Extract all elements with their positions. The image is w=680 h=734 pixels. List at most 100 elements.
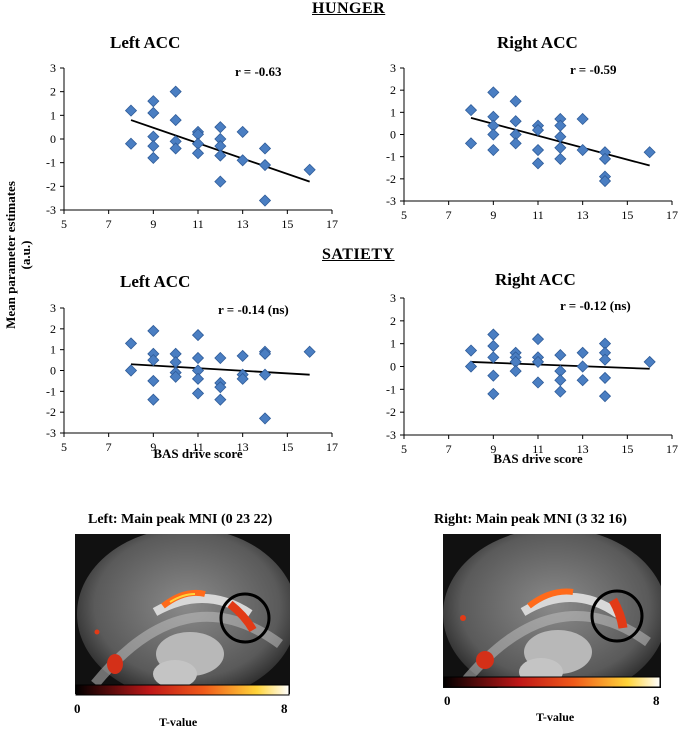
data-point xyxy=(643,146,656,159)
x-tick-label: 9 xyxy=(490,442,496,456)
data-point xyxy=(531,124,545,137)
x-tick-label: 11 xyxy=(532,208,544,222)
data-point xyxy=(124,364,138,377)
brain-panel-right-title: Right: Main peak MNI (3 32 16) xyxy=(434,512,627,527)
data-point xyxy=(576,374,589,387)
data-point xyxy=(124,137,138,150)
correlation-annotation: r = -0.59 xyxy=(570,62,617,77)
x-tick-label: 15 xyxy=(621,208,633,222)
data-point xyxy=(258,142,272,155)
data-point xyxy=(576,346,589,359)
data-point xyxy=(258,158,272,172)
section-title-satiety: SATIETY xyxy=(322,246,395,263)
data-point xyxy=(191,372,205,385)
data-point xyxy=(191,329,205,342)
data-point xyxy=(531,143,545,157)
x-tick-label: 11 xyxy=(192,440,204,454)
x-tick-label: 5 xyxy=(401,208,407,222)
colorbar-right-max: 8 xyxy=(653,693,660,708)
data-point xyxy=(554,349,567,362)
data-point xyxy=(214,121,227,134)
data-point xyxy=(169,85,182,98)
y-tick-label: -3 xyxy=(386,428,396,442)
data-point xyxy=(509,365,522,378)
colorbar-right xyxy=(443,676,661,688)
data-point xyxy=(576,143,589,157)
x-tick-label: 9 xyxy=(150,217,156,231)
x-tick-label: 7 xyxy=(446,442,452,456)
data-point xyxy=(258,412,272,425)
y-tick-label: -2 xyxy=(386,172,396,186)
y-tick-label: 0 xyxy=(390,128,396,142)
y-tick-label: -1 xyxy=(46,384,56,398)
data-point xyxy=(124,104,138,117)
y-axis-label-line2: (a.u.) xyxy=(18,241,33,270)
data-point xyxy=(554,152,567,165)
data-point xyxy=(124,337,138,350)
y-tick-label: 3 xyxy=(50,61,56,75)
colorbar-left-label: T-value xyxy=(159,715,198,729)
data-point xyxy=(258,368,272,381)
corpus-callosum-right xyxy=(520,593,621,618)
plot-title-satiety-left: Left ACC xyxy=(120,272,191,291)
correlation-annotation: r = -0.14 (ns) xyxy=(218,302,289,317)
data-point xyxy=(147,374,160,387)
y-tick-label: -1 xyxy=(386,150,396,164)
scatter-hunger-left-acc: -3 -2 -1 0 1 2 3 5 7 9 11 13 15 17 r = -0.63 xyxy=(46,61,338,231)
data-point xyxy=(258,194,272,207)
data-point xyxy=(487,143,500,157)
data-point xyxy=(191,351,205,365)
data-point xyxy=(214,149,227,162)
colorbar-left-min: 0 xyxy=(74,701,81,716)
roi-circle-left xyxy=(219,592,271,644)
data-point xyxy=(464,104,478,117)
colorbar-left xyxy=(75,684,290,696)
data-point xyxy=(464,137,478,150)
data-point xyxy=(147,354,160,367)
y-tick-label: 2 xyxy=(390,83,396,97)
x-axis-label: BAS drive score xyxy=(153,446,243,461)
data-point xyxy=(598,174,612,188)
y-tick-label: 2 xyxy=(390,314,396,328)
activation-cerebellum xyxy=(107,654,123,674)
y-tick-label: 2 xyxy=(50,322,56,336)
x-tick-label: 7 xyxy=(446,208,452,222)
y-tick-label: 3 xyxy=(50,301,56,315)
y-tick-label: -3 xyxy=(386,194,396,208)
correlation-annotation: r = -0.63 xyxy=(235,64,282,79)
x-tick-label: 13 xyxy=(577,208,589,222)
data-point xyxy=(509,95,522,108)
y-tick-label: 3 xyxy=(390,61,396,75)
colorbar-left-max: 8 xyxy=(281,701,288,716)
data-point xyxy=(303,345,316,358)
y-tick-label: 1 xyxy=(50,108,56,122)
x-tick-label: 9 xyxy=(490,208,496,222)
data-point xyxy=(236,372,249,385)
data-point xyxy=(598,390,612,403)
y-tick-label: -1 xyxy=(46,156,56,170)
data-point xyxy=(598,152,612,165)
x-tick-label: 13 xyxy=(577,442,589,456)
y-tick-label: 2 xyxy=(50,85,56,99)
x-tick-label: 15 xyxy=(281,217,293,231)
x-tick-label: 5 xyxy=(61,440,67,454)
y-tick-label: -2 xyxy=(46,405,56,419)
y-tick-label: -2 xyxy=(386,405,396,419)
y-tick-label: 3 xyxy=(390,291,396,305)
scatter-satiety-left-acc: -3 -2 -1 0 1 2 3 5 7 9 11 13 15 17 r = -0.14 (ns) BAS d… xyxy=(46,301,338,461)
data-point xyxy=(554,385,567,398)
data-point xyxy=(258,347,272,360)
regression-line xyxy=(130,363,310,376)
y-tick-label: -3 xyxy=(46,426,56,440)
y-tick-label: -2 xyxy=(46,179,56,193)
x-tick-label: 11 xyxy=(532,442,544,456)
data-point xyxy=(236,125,249,138)
data-point xyxy=(191,147,205,160)
x-tick-label: 13 xyxy=(237,217,249,231)
data-point xyxy=(531,376,545,389)
data-point xyxy=(464,344,478,357)
data-point xyxy=(487,339,500,353)
x-tick-label: 17 xyxy=(326,217,338,231)
x-tick-label: 9 xyxy=(150,440,156,454)
x-axis-label: BAS drive score xyxy=(493,451,583,465)
